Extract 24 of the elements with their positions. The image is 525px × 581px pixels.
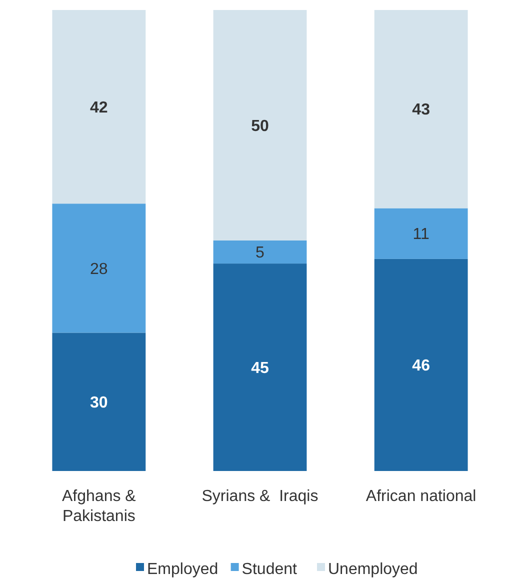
data-label: 50 <box>251 118 269 135</box>
data-label: 5 <box>256 244 265 262</box>
data-label: 11 <box>412 226 430 244</box>
legend-label: Unemployed <box>328 560 418 578</box>
bar <box>374 10 468 208</box>
bar <box>52 10 146 204</box>
legend-label: Student <box>242 560 298 578</box>
data-label: 28 <box>90 260 108 278</box>
x-tick-label: Syrians & Iraqis <box>202 488 318 505</box>
data-label: 30 <box>90 394 108 412</box>
data-label: 43 <box>412 102 430 119</box>
bar <box>374 208 468 259</box>
bar <box>213 264 307 471</box>
legend-label: Employed <box>147 560 218 578</box>
data-label: 42 <box>90 99 108 116</box>
bar <box>52 332 146 471</box>
bar <box>374 258 468 471</box>
bar <box>213 10 307 240</box>
bar <box>52 204 146 333</box>
data-label: 46 <box>412 358 430 375</box>
x-tick-label: African national <box>366 488 476 505</box>
data-label: 45 <box>251 360 269 377</box>
bar <box>213 240 307 264</box>
x-tick-label: Afghans & Pakistanis <box>62 488 136 525</box>
